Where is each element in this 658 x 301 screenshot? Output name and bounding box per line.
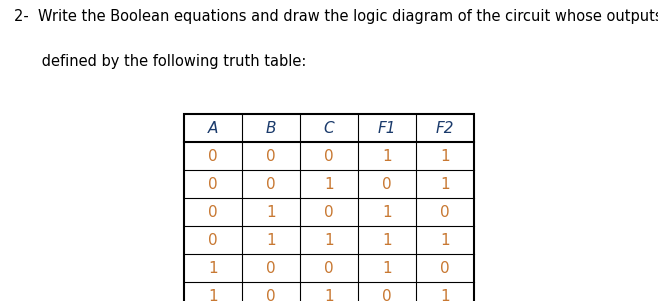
Text: 0: 0	[266, 289, 276, 301]
Text: C: C	[324, 121, 334, 136]
Text: 1: 1	[324, 177, 334, 192]
Text: A: A	[208, 121, 218, 136]
Text: F2: F2	[436, 121, 454, 136]
Text: 0: 0	[440, 261, 449, 276]
Text: 0: 0	[324, 261, 334, 276]
Text: defined by the following truth table:: defined by the following truth table:	[14, 54, 307, 69]
Text: 0: 0	[382, 177, 392, 192]
Text: 0: 0	[324, 205, 334, 220]
Text: B: B	[266, 121, 276, 136]
Text: 1: 1	[382, 205, 392, 220]
Text: 0: 0	[209, 177, 218, 192]
Text: 1: 1	[209, 261, 218, 276]
Text: 0: 0	[324, 149, 334, 164]
Bar	[184, 114, 474, 301]
Text: 1: 1	[209, 289, 218, 301]
Text: 1: 1	[324, 233, 334, 248]
Text: 1: 1	[440, 177, 449, 192]
Text: 2-  Write the Boolean equations and draw the logic diagram of the circuit whose : 2- Write the Boolean equations and draw …	[14, 9, 658, 24]
Text: 0: 0	[266, 261, 276, 276]
Text: 0: 0	[440, 205, 449, 220]
Text: 1: 1	[266, 205, 276, 220]
Text: 1: 1	[440, 149, 449, 164]
Text: 0: 0	[209, 233, 218, 248]
Text: 1: 1	[266, 233, 276, 248]
Text: 1: 1	[382, 261, 392, 276]
Text: 1: 1	[440, 289, 449, 301]
Text: 1: 1	[382, 233, 392, 248]
Text: F1: F1	[378, 121, 396, 136]
Text: 1: 1	[382, 149, 392, 164]
Text: 0: 0	[266, 177, 276, 192]
Text: 0: 0	[266, 149, 276, 164]
Text: 0: 0	[209, 149, 218, 164]
Text: 1: 1	[324, 289, 334, 301]
Text: 0: 0	[209, 205, 218, 220]
Text: 0: 0	[382, 289, 392, 301]
Text: 1: 1	[440, 233, 449, 248]
